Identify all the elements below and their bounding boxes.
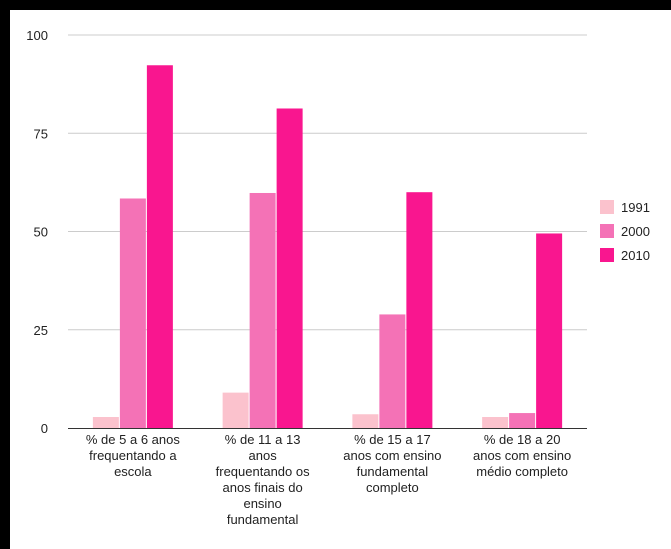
bars	[92, 65, 563, 429]
bar-2000-3	[509, 413, 536, 428]
bar-2010-1	[276, 108, 303, 428]
y-axis-tick-labels: 0 25 50 75 100	[26, 28, 48, 436]
bar-2000-0	[119, 198, 146, 428]
category-label-line: % de 15 a 17	[354, 432, 431, 447]
category-label-0: % de 5 a 6 anos frequentando a escola	[86, 432, 180, 479]
category-label-line: médio completo	[476, 464, 568, 479]
category-label-line: fundamental	[357, 464, 429, 479]
category-label-line: frequentando os	[216, 464, 310, 479]
bar-1991-3	[482, 416, 509, 428]
category-label-line: anos	[249, 448, 278, 463]
category-label-line: fundamental	[227, 512, 299, 527]
category-label-line: escola	[114, 464, 152, 479]
bar-1991-2	[352, 414, 379, 428]
bar-2010-0	[146, 65, 173, 429]
legend-swatch-1991	[600, 200, 614, 214]
bar-2000-2	[379, 314, 406, 428]
category-label-line: anos finais do	[223, 480, 303, 495]
bar-2010-3	[536, 233, 563, 428]
bar-2010-2	[406, 192, 433, 428]
y-tick-label: 25	[34, 323, 48, 338]
category-label-line: % de 5 a 6 anos	[86, 432, 180, 447]
category-label-3: % de 18 a 20 anos com ensino médio complet…	[473, 432, 571, 479]
legend-label-2010: 2010	[621, 248, 650, 263]
y-tick-label: 0	[41, 421, 48, 436]
legend-label-2000: 2000	[621, 224, 650, 239]
category-label-line: frequentando a	[89, 448, 177, 463]
legend-label-1991: 1991	[621, 200, 650, 215]
bar-chart: 0 25 50 75 100 % de 5 a 6 anos frequentando a…	[26, 28, 650, 527]
y-tick-label: 100	[26, 28, 48, 43]
bar-1991-1	[222, 392, 249, 428]
category-label-2: % de 15 a 17 anos com ensino fundamental co…	[343, 432, 441, 495]
bar-1991-0	[92, 416, 119, 428]
category-label-line: anos com ensino	[343, 448, 441, 463]
category-label-line: ensino	[243, 496, 281, 511]
chart-frame: 0 25 50 75 100 % de 5 a 6 anos frequentando a…	[10, 10, 671, 549]
category-label-1: % de 11 a 13 anos frequentando os anos fina…	[216, 432, 310, 527]
legend-swatch-2000	[600, 224, 614, 238]
y-tick-label: 50	[34, 225, 48, 240]
bar-2000-1	[249, 192, 276, 428]
category-label-line: % de 11 a 13	[225, 432, 301, 447]
category-labels: % de 5 a 6 anos frequentando a escola% de …	[86, 432, 571, 527]
category-label-line: completo	[366, 480, 419, 495]
legend: 1991 2000 2010	[600, 200, 650, 263]
y-tick-label: 75	[34, 126, 48, 141]
legend-swatch-2010	[600, 248, 614, 262]
category-label-line: anos com ensino	[473, 448, 571, 463]
category-label-line: % de 18 a 20	[484, 432, 561, 447]
